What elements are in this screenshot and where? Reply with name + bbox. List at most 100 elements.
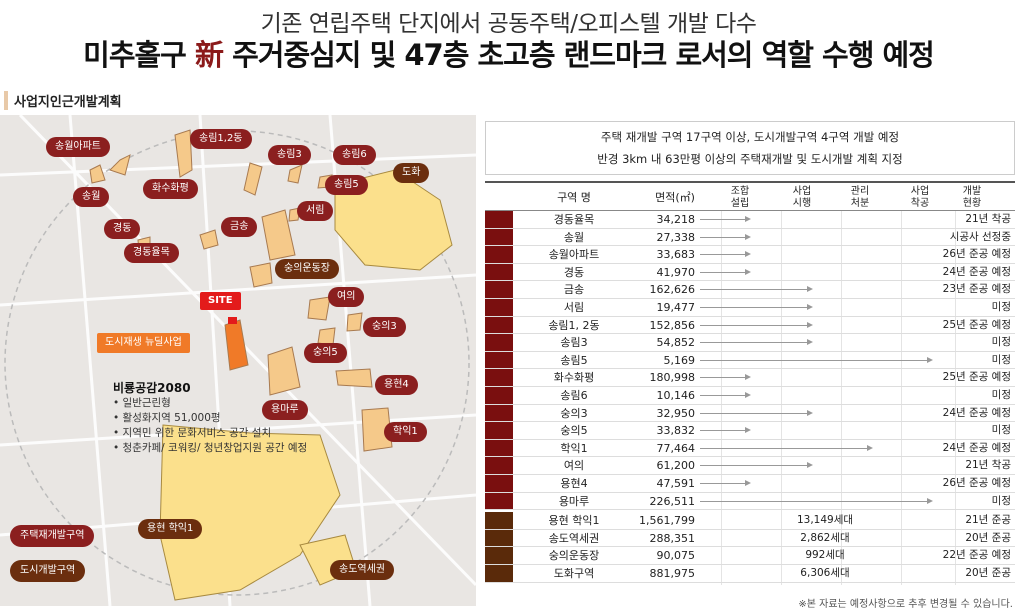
row-status: 시공사 선정중: [949, 230, 1011, 243]
row-status: 23년 준공 예정: [942, 283, 1011, 296]
legend-housing: 주택재개발구역: [10, 525, 95, 547]
row-status: 미정: [991, 301, 1011, 313]
row-area: 77,464: [656, 441, 696, 455]
label-gyeongdongyulmok: 경동율목: [124, 243, 179, 263]
label-dohwa: 도화: [393, 163, 430, 183]
label-songwol-apt: 송월아파트: [46, 137, 110, 157]
header-s2: 사업 시행: [777, 186, 827, 210]
row-name: 송림3: [560, 336, 588, 350]
section-label: 사업지인근개발계획: [4, 91, 122, 110]
stage-arrow: [700, 497, 933, 504]
label-sungui-stadium: 숭의운동장: [275, 259, 339, 279]
row-status: 21년 착공: [965, 213, 1011, 225]
row-status: 26년 준공 예정: [942, 477, 1011, 489]
table-row: 화수화평 180,998 25년 준공 예정: [485, 369, 1015, 387]
row-name: 경동율목: [553, 213, 595, 226]
stage-arrow: [700, 427, 751, 434]
header-s3-bottom: 처분: [850, 198, 870, 209]
label-songdo-station: 송도역세권: [330, 560, 394, 580]
table-row: 도화구역 881,975 6,306세대 20년 준공: [485, 565, 1015, 583]
row-status: 26년 준공 예정: [942, 248, 1011, 261]
header-s1-top: 조합: [730, 186, 750, 197]
table-row: 숭의5 33,832 미정: [485, 422, 1015, 440]
header-s4: 사업 착공: [895, 186, 945, 210]
label-urban-regen: 도시재생 뉴딜사업: [97, 333, 190, 353]
row-name: 여의: [563, 459, 585, 473]
stage-arrow: [700, 233, 751, 240]
column-divider: [901, 211, 902, 585]
row-area: 90,075: [656, 549, 696, 563]
table-row: 송림6 10,146 미정: [485, 387, 1015, 405]
row-status: 미정: [991, 494, 1011, 507]
label-yonghyeon-hagik1: 용현 학익1: [138, 519, 203, 539]
row-name: 학익1: [560, 441, 588, 455]
row-status: 미정: [991, 424, 1011, 437]
label-site: SITE: [200, 292, 241, 310]
label-seorim: 서림: [297, 201, 334, 221]
stage-arrow: [700, 480, 751, 486]
row-units: 2,862세대: [800, 531, 850, 544]
biryong-item: 지역민 위한 문화서비스 공간 설치: [113, 426, 307, 441]
row-status: 미정: [991, 389, 1011, 401]
row-area: 27,338: [656, 230, 696, 244]
row-area: 5,169: [663, 353, 696, 367]
row-status: 미정: [991, 336, 1011, 349]
row-name: 경동: [563, 265, 585, 279]
stage-arrow: [700, 409, 813, 416]
row-status: 24년 준공 예정: [942, 265, 1011, 278]
row-name: 송림5: [560, 353, 588, 367]
header-s3-top: 관리: [850, 186, 870, 197]
row-area: 881,975: [649, 567, 696, 580]
table-row: 용현 학익1 1,561,799 13,149세대 21년 준공: [485, 512, 1015, 530]
label-yeoui: 여의: [328, 287, 365, 307]
row-area: 34,218: [656, 213, 696, 226]
row-status: 25년 준공 예정: [942, 371, 1011, 384]
label-gyeongdong: 경동: [104, 219, 141, 239]
header-s4-top: 사업: [910, 186, 930, 197]
header-s1: 조합 설립: [715, 186, 765, 210]
table-row: 여의 61,200 21년 착공: [485, 457, 1015, 475]
stage-arrow: [700, 321, 813, 328]
table-row: 용마루 226,511 미정: [485, 493, 1015, 511]
header-s5-top: 개발: [962, 186, 982, 197]
row-status: 24년 준공 예정: [942, 406, 1011, 419]
stage-arrow: [700, 216, 751, 222]
row-area: 10,146: [656, 389, 696, 402]
biryong-item: 청춘카페/ 코워킹/ 청년창업지원 공간 예정: [113, 441, 308, 456]
row-name: 숭의5: [560, 424, 588, 438]
label-geumsong: 금송: [221, 217, 258, 237]
row-area: 33,683: [656, 248, 696, 262]
header-area: 면적(㎡): [655, 191, 695, 204]
stage-arrow: [700, 356, 933, 363]
row-name: 송월: [563, 230, 585, 244]
row-area: 226,511: [649, 494, 696, 508]
row-status: 21년 준공: [965, 514, 1011, 527]
page-subtitle: 기존 연립주택 단지에서 공동주택/오피스텔 개발 다수: [260, 11, 757, 37]
label-hwasuhwapyeong: 화수화평: [143, 179, 198, 199]
header-name: 구역 명: [557, 191, 591, 204]
development-table: 구역 명 면적(㎡) 조합 설립 사업 시행 관리 처분 사업 착공 개발 현황 경동율목…: [485, 181, 1015, 585]
row-status: 24년 준공 예정: [942, 441, 1011, 454]
stage-arrow: [700, 462, 813, 469]
table-body: 경동율목 34,218 21년 착공 송월 27,338 시공사 선정중 송월아파트 33,6…: [485, 211, 1015, 585]
row-name: 용현 학익1: [548, 514, 600, 528]
label-songnim3: 송림3: [268, 145, 311, 165]
label-songnim5: 송림5: [325, 175, 368, 195]
table-row: 송월 27,338 시공사 선정중: [485, 229, 1015, 247]
table-row: 금송 162,626 23년 준공 예정: [485, 281, 1015, 299]
row-name: 송림1, 2동: [548, 318, 600, 332]
table-row: 송림1, 2동 152,856 25년 준공 예정: [485, 317, 1015, 335]
table-row: 경동 41,970 24년 준공 예정: [485, 264, 1015, 282]
table-row: 경동율목 34,218 21년 착공: [485, 211, 1015, 229]
summary-box: 주택 재개발 구역 17구역 이상, 도시개발구역 4구역 개발 예정 반경 3…: [485, 121, 1015, 175]
row-area: 33,832: [656, 424, 696, 438]
stage-arrow: [700, 304, 813, 310]
row-area: 19,477: [656, 301, 696, 314]
label-hagik1: 학익1: [384, 422, 427, 442]
table-row: 숭의운동장 90,075 992세대 22년 준공 예정: [485, 547, 1015, 565]
column-divider: [781, 211, 782, 585]
development-map: 송월아파트 송림1,2동 송림3 송림6 도화 송림5 송월 화수화평 서림 경…: [0, 115, 476, 606]
row-name: 용현4: [560, 477, 588, 490]
row-area: 152,856: [649, 318, 696, 332]
header-s4-bottom: 착공: [910, 198, 930, 209]
